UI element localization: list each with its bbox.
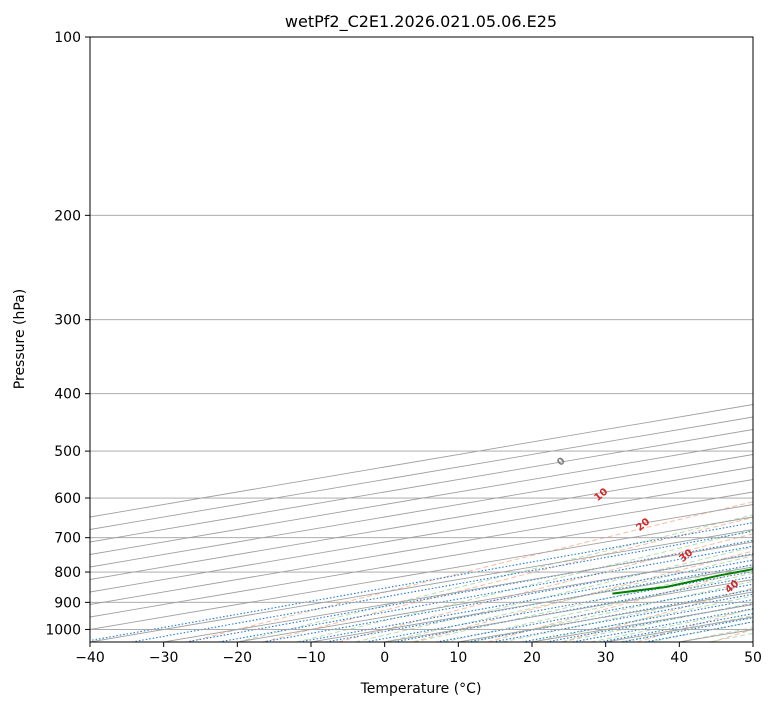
y-tick-label: 700 — [54, 531, 81, 547]
y-tick-label: 600 — [54, 491, 81, 507]
y-axis: 100 200 300 400 500 600 700 800 900 1000 — [45, 30, 90, 638]
isotherm-line — [90, 466, 753, 580]
x-tick-label: 50 — [744, 650, 762, 666]
y-axis-label: Pressure (hPa) — [12, 289, 28, 389]
isotherm-line — [90, 429, 753, 543]
x-tick-label: −10 — [296, 650, 326, 666]
isotherm-line — [90, 516, 753, 630]
y-tick-label: 100 — [54, 30, 81, 46]
isotherm-line — [90, 454, 753, 568]
x-tick-label: −20 — [223, 650, 253, 666]
x-tick-label: 30 — [597, 650, 615, 666]
moist-adiabat-line — [502, 588, 753, 642]
x-axis: −40 −30 −20 −10 0 10 20 30 40 50 — [75, 642, 762, 666]
y-tick-label: 300 — [54, 313, 81, 329]
isotherm-line — [90, 441, 753, 555]
x-tick-label: −30 — [149, 650, 179, 666]
isotherm-line — [90, 479, 753, 593]
moist-adiabat-line — [296, 529, 753, 642]
x-tick-label: 40 — [670, 650, 688, 666]
x-tick-label: −40 — [75, 650, 105, 666]
mixing-ratio-line — [572, 608, 753, 642]
isotherm-line — [90, 491, 753, 605]
y-tick-label: 200 — [54, 208, 81, 224]
mixing-ratio-line — [365, 571, 753, 642]
x-axis-label: Temperature (°C) — [360, 681, 482, 697]
background-lines — [90, 37, 753, 642]
isotherm-line — [90, 504, 753, 618]
x-tick-label: 0 — [380, 650, 389, 666]
x-tick-label: 20 — [523, 650, 541, 666]
mixing-ratio-line — [599, 613, 753, 642]
y-tick-label: 900 — [54, 595, 81, 611]
isotherm-line — [90, 529, 753, 642]
mixing-ratio-line — [185, 539, 753, 642]
mixing-ratio-line — [326, 564, 753, 642]
x-tick-label: 10 — [449, 650, 467, 666]
y-tick-label: 400 — [54, 387, 81, 403]
mixing-ratio-line — [262, 553, 753, 642]
dry-adiabat-line — [188, 501, 753, 642]
dry-adiabat-line — [562, 587, 753, 642]
y-tick-label: 500 — [54, 444, 81, 460]
mixing-ratio-line — [299, 559, 753, 642]
dry-adiabat-line — [338, 533, 753, 642]
y-tick-label: 800 — [54, 565, 81, 581]
y-tick-label: 1000 — [45, 622, 81, 638]
mixing-ratio-line — [90, 522, 753, 642]
moist-adiabat-line — [384, 555, 753, 642]
chart-title: wetPf2_C2E1.2026.021.05.06.E25 — [285, 12, 557, 32]
plot-frame — [89, 36, 754, 643]
